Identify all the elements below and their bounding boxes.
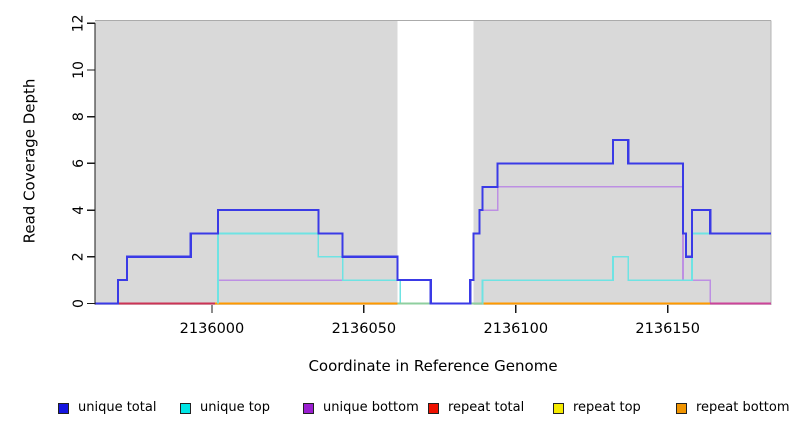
unique-top-swatch-icon [180,402,191,414]
y-tick-label: 2 [71,252,87,261]
y-tick-label: 4 [71,206,87,215]
repeat-bottom-swatch-icon [676,402,687,414]
legend-label: unique bottom [323,400,419,415]
legend-label: unique total [78,400,157,415]
legend-label: unique top [200,400,271,415]
x-tick-label: 2136000 [180,321,245,337]
legend-item-unique-bottom: unique bottom [303,398,419,418]
y-tick-label: 0 [71,299,87,308]
legend-item-repeat-top: repeat top [553,398,641,418]
region-uncovered-gap [397,21,474,305]
legend-item-repeat-total: repeat total [428,398,524,418]
legend-label: repeat bottom [696,400,790,415]
repeat-total-swatch-icon [428,402,439,414]
y-tick-label: 6 [71,159,87,168]
legend-item-unique-top: unique top [180,398,270,418]
y-tick-label: 8 [71,112,87,121]
legend: unique total unique top unique bottom re… [0,398,792,422]
x-tick-label: 2136150 [635,321,700,337]
x-tick-label: 2136050 [332,321,397,337]
series-line-unique-top [217,232,771,305]
y-axis-title: Read Coverage Depth [20,78,39,244]
unique-total-swatch-icon [58,402,69,414]
legend-item-unique-total: unique total [58,398,156,418]
x-axis-title: Coordinate in Reference Genome [308,357,558,375]
repeat-top-swatch-icon [553,402,564,414]
y-tick-label: 10 [71,61,87,79]
region-covered-block-left [95,21,398,305]
series-line-unique-total [95,138,771,305]
unique-bottom-swatch-icon [303,402,314,414]
legend-item-repeat-bottom: repeat bottom [676,398,790,418]
legend-label: repeat top [573,400,641,415]
y-tick-label: 12 [71,14,87,32]
legend-label: repeat total [448,400,525,415]
x-tick-label: 2136100 [484,321,549,337]
